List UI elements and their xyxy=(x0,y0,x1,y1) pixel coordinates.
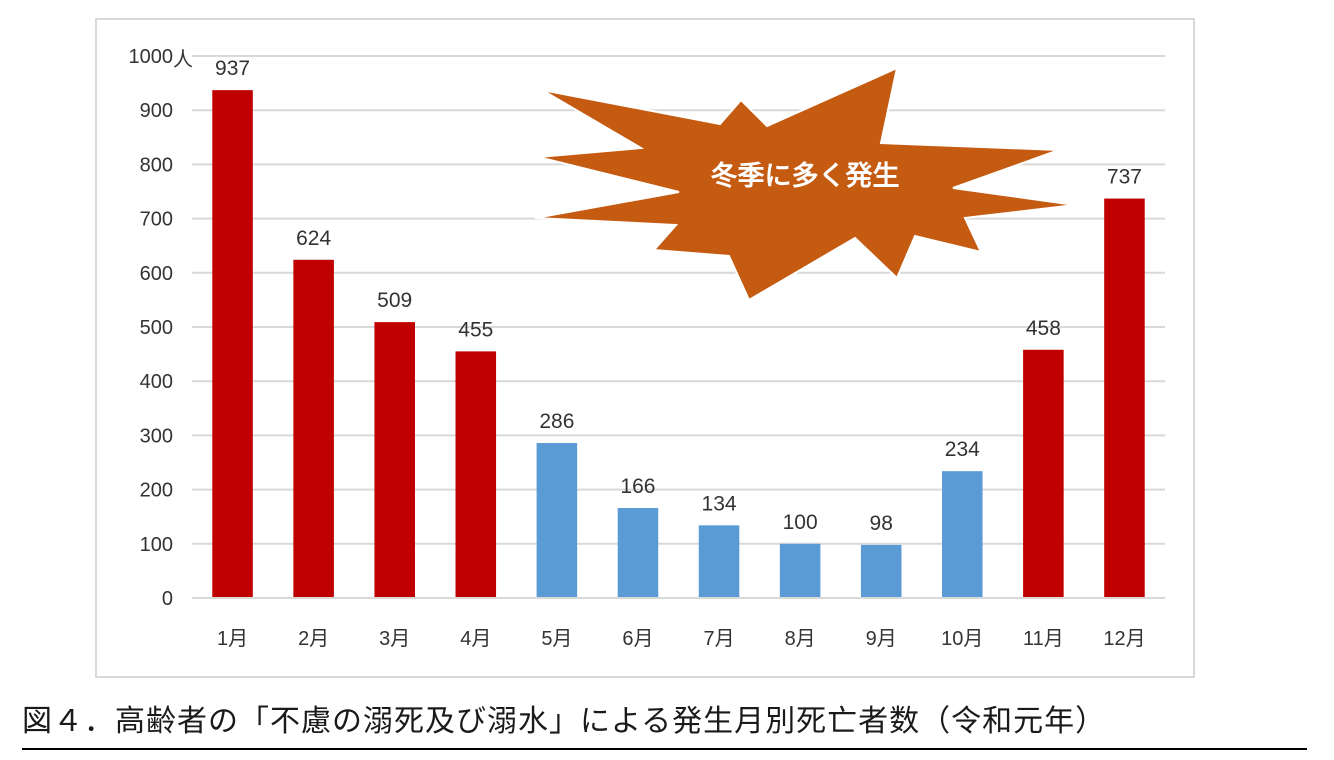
bar xyxy=(455,351,497,598)
figure-caption: 図４．高齢者の「不慮の溺死及び溺水」による発生月別死亡者数（令和元年） xyxy=(22,700,1307,750)
y-tick-label: 400 xyxy=(140,371,173,393)
bar xyxy=(860,544,902,598)
x-tick-label: 9月 xyxy=(866,628,897,650)
data-label: 737 xyxy=(1107,166,1142,189)
bar-chart: 0 100 200 300 400 500 600 700 800 900 1000 937 624 5… xyxy=(129,46,1165,650)
x-tick-label: 2月 xyxy=(298,628,329,650)
bar xyxy=(779,543,821,598)
y-tick-label: 600 xyxy=(140,263,173,285)
x-tick-label: 6月 xyxy=(622,628,653,650)
y-tick-label: 500 xyxy=(140,317,173,339)
bar xyxy=(698,525,740,598)
bar xyxy=(1104,198,1145,598)
x-tick-label: 5月 xyxy=(541,628,572,650)
annotation-text: 冬季に多く発生 xyxy=(711,160,900,192)
y-tick-label: 200 xyxy=(140,480,173,502)
y-axis-ticks: 0 100 200 300 400 500 600 700 800 900 1000 xyxy=(129,46,174,610)
starburst-shape xyxy=(534,66,1076,302)
bar xyxy=(293,259,334,598)
data-label: 100 xyxy=(783,511,818,534)
x-tick-label: 7月 xyxy=(703,628,734,650)
bar xyxy=(374,322,415,598)
x-tick-label: 12月 xyxy=(1103,628,1145,650)
chart-frame: 0 100 200 300 400 500 600 700 800 900 1000 937 624 5… xyxy=(95,18,1195,678)
annotation-starburst: 冬季に多く発生 xyxy=(534,66,1076,302)
x-tick-label: 10月 xyxy=(941,628,983,650)
data-label: 624 xyxy=(296,227,331,250)
y-tick-label: 900 xyxy=(140,100,173,122)
y-tick-label: 1000 xyxy=(129,46,174,68)
data-label: 286 xyxy=(539,410,574,433)
data-label: 455 xyxy=(458,318,493,341)
data-labels: 937 624 509 455 286 166 134 100 98 234 458 737 xyxy=(215,57,1142,535)
bar xyxy=(942,471,983,598)
data-label: 134 xyxy=(702,492,737,515)
x-tick-label: 11月 xyxy=(1023,628,1064,650)
y-tick-label: 700 xyxy=(140,209,173,231)
bar xyxy=(536,442,578,598)
y-tick-label: 300 xyxy=(140,425,173,447)
bar xyxy=(1023,349,1064,598)
x-tick-label: 1月 xyxy=(217,628,248,650)
bar xyxy=(212,90,253,598)
data-label: 234 xyxy=(945,438,980,461)
x-tick-label: 8月 xyxy=(785,628,816,650)
data-label: 509 xyxy=(377,289,412,312)
gridlines xyxy=(192,55,1165,545)
data-label: 166 xyxy=(620,475,655,498)
y-tick-label: 800 xyxy=(140,154,173,176)
x-tick-label: 3月 xyxy=(379,628,410,650)
bar xyxy=(617,508,659,598)
data-label: 937 xyxy=(215,57,250,80)
data-label: 98 xyxy=(870,512,893,535)
bars xyxy=(212,90,1145,598)
x-axis-ticks: 1月 2月 3月 4月 5月 6月 7月 8月 9月 10月 11月 12月 xyxy=(217,628,1146,650)
y-axis-unit: 人 xyxy=(173,48,193,71)
data-label: 458 xyxy=(1026,317,1061,340)
y-tick-label: 0 xyxy=(162,588,173,610)
x-tick-label: 4月 xyxy=(460,628,491,650)
y-tick-label: 100 xyxy=(140,534,173,556)
